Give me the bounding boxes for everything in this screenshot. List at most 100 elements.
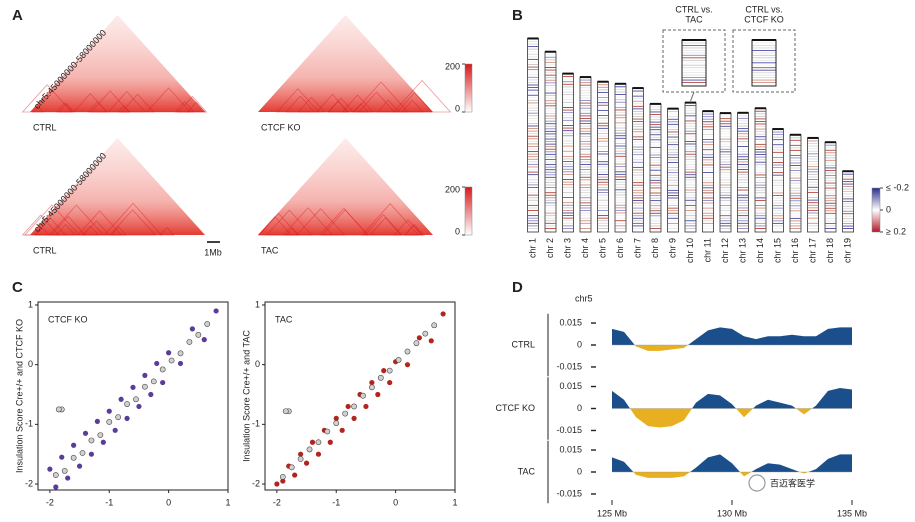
- heatmap-domain: [31, 105, 45, 113]
- heatmap-triangle-shade: [30, 138, 205, 235]
- heatmap-label: CTRL: [33, 122, 57, 132]
- scatter-point: [133, 396, 139, 403]
- scatter-point: [280, 478, 286, 484]
- scatter-point: [363, 403, 369, 410]
- y-tick-label: -0.015: [556, 425, 582, 435]
- colorbar-tick-label: ≥ 0.2: [886, 226, 906, 236]
- scatter-point: [351, 415, 357, 421]
- colorbar-tick-label: 0: [886, 204, 891, 214]
- scatter-point: [368, 384, 375, 391]
- heatmap-domain: [296, 208, 346, 236]
- chrom-label: chr5: [575, 293, 593, 303]
- chromosome: [614, 83, 627, 233]
- heatmap-domain: [81, 225, 100, 236]
- scatter-point: [298, 451, 304, 457]
- heatmap-domain: [297, 96, 326, 113]
- scatter-point: [297, 456, 304, 462]
- heatmap-domain: [285, 227, 300, 236]
- heatmap-triangle-shade: [258, 138, 433, 235]
- x-tick-label: 1: [452, 497, 457, 507]
- heatmap-domain: [258, 212, 299, 236]
- scatter-point: [94, 418, 100, 424]
- scatter-point: [55, 406, 62, 413]
- x-tick-label: -2: [273, 497, 281, 507]
- track-name: TAC: [518, 466, 536, 476]
- panel-letter: A: [12, 7, 23, 24]
- plot-label: CTCF KO: [48, 314, 88, 324]
- chromosome-label: chr 2: [545, 238, 555, 258]
- chromosome-label: chr 8: [650, 238, 660, 258]
- heatmap-domain: [403, 223, 425, 236]
- heatmap-domain: [327, 97, 355, 113]
- scatter-point: [186, 339, 193, 345]
- watermark: 百迈客医学: [770, 477, 815, 488]
- scatter-point: [115, 414, 122, 421]
- y-tick-label: -0.015: [556, 488, 582, 498]
- heatmap-domain: [276, 88, 320, 113]
- panel-letter: C: [12, 279, 23, 296]
- scatter-point: [292, 472, 298, 478]
- scatter-point: [404, 362, 411, 368]
- colorbar-tick-label: 200: [445, 61, 460, 71]
- y-tick-label: -1: [252, 419, 260, 429]
- scatter-point: [416, 335, 422, 341]
- chromosome-label: chr 7: [632, 238, 642, 258]
- colorbar: [871, 187, 881, 233]
- chromosome-label: chr 16: [790, 238, 800, 263]
- y-tick-label: 0: [577, 339, 582, 349]
- heatmap-domain: [315, 93, 350, 113]
- insulation-area: [612, 327, 852, 351]
- scatter-point: [315, 451, 322, 457]
- scatter-point: [309, 439, 316, 445]
- y-tick-label: 0: [255, 359, 260, 369]
- heatmap-domain: [120, 93, 155, 113]
- inset-connector: [690, 91, 695, 102]
- chromosome-label: chr 14: [755, 238, 765, 263]
- scatter-point: [150, 378, 157, 385]
- scatter-point: [124, 415, 130, 421]
- y-tick-label: -2: [25, 478, 33, 488]
- heatmap-label: CTRL: [33, 245, 57, 255]
- heatmap-domain: [103, 202, 163, 236]
- chromosome-label: chr 19: [842, 238, 852, 263]
- scatter-point: [342, 410, 349, 417]
- scatter-point: [154, 360, 160, 367]
- scatter-point: [166, 350, 172, 356]
- panel-letter: B: [512, 7, 523, 24]
- scatter-point: [360, 392, 366, 399]
- y-tick-label: 0: [577, 403, 582, 413]
- colorbar: [464, 186, 473, 236]
- heatmap-domain: [77, 210, 123, 236]
- scatter-point: [303, 460, 310, 466]
- scatter-point: [413, 340, 420, 347]
- scatter-point: [82, 430, 89, 436]
- scatter-point: [345, 403, 351, 410]
- heatmap-domain: [159, 226, 175, 236]
- heatmap-domain: [353, 81, 409, 113]
- heatmap-domain: [50, 215, 86, 236]
- scatter-point: [71, 442, 77, 448]
- scatter-point: [142, 372, 148, 379]
- scatter-point: [97, 432, 104, 438]
- heatmap-domain: [361, 203, 420, 236]
- insulation-area: [612, 454, 852, 478]
- heatmap-domain: [266, 209, 313, 236]
- scatter-point: [422, 330, 429, 337]
- plot-label: TAC: [275, 314, 293, 324]
- chromosome-label: chr 13: [737, 238, 747, 263]
- scatter-point: [141, 383, 148, 390]
- scatter-point: [168, 357, 175, 364]
- y-tick-label: 0.015: [559, 444, 582, 454]
- chromosome-label: chr 18: [825, 238, 835, 263]
- colorbar-tick-label: ≤ -0.2: [886, 182, 909, 192]
- heatmap-domain: [48, 204, 105, 236]
- y-tick-label: 0: [28, 359, 33, 369]
- scatter-point: [88, 451, 95, 457]
- scatter-point: [106, 419, 113, 425]
- heatmap-domain: [285, 95, 316, 113]
- inset-label: CTRL vs.: [675, 4, 712, 14]
- heatmap-triangle-shade: [30, 15, 205, 112]
- heatmap-domain: [404, 224, 424, 236]
- heatmap-domain: [146, 87, 192, 113]
